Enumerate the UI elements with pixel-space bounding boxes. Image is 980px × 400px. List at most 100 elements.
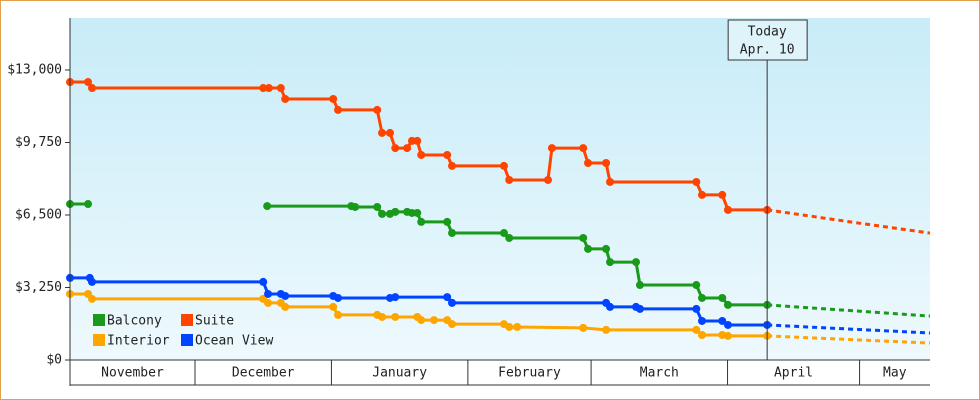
data-point bbox=[606, 258, 615, 267]
data-point bbox=[692, 325, 701, 334]
data-point bbox=[499, 229, 508, 238]
forecast-line bbox=[767, 323, 931, 335]
data-point bbox=[391, 293, 400, 302]
data-point bbox=[547, 144, 556, 153]
today-label: Today bbox=[748, 25, 787, 40]
data-point bbox=[443, 217, 452, 226]
data-point bbox=[259, 277, 268, 286]
data-point bbox=[391, 144, 400, 153]
legend-label: Ocean View bbox=[195, 334, 273, 349]
data-point bbox=[718, 316, 727, 325]
data-point bbox=[351, 202, 360, 211]
data-point bbox=[403, 144, 412, 153]
data-point bbox=[88, 277, 97, 286]
legend-label: Suite bbox=[195, 314, 234, 329]
legend-swatch bbox=[181, 334, 193, 346]
data-point bbox=[448, 320, 457, 329]
y-tick-label: $0 bbox=[46, 353, 62, 368]
x-tick-label: February bbox=[498, 366, 561, 381]
data-point bbox=[635, 304, 644, 313]
data-point bbox=[385, 128, 394, 137]
data-point bbox=[584, 159, 593, 168]
x-tick-label: April bbox=[774, 366, 813, 381]
today-box bbox=[727, 19, 808, 61]
data-point bbox=[88, 294, 97, 303]
x-tick-label: May bbox=[883, 366, 907, 381]
data-point bbox=[723, 331, 732, 340]
data-point bbox=[373, 202, 382, 211]
data-point bbox=[698, 331, 707, 340]
data-point bbox=[692, 281, 701, 290]
data-point bbox=[264, 84, 273, 93]
data-point bbox=[443, 150, 452, 159]
x-tick-label: March bbox=[640, 366, 679, 381]
data-point bbox=[259, 84, 268, 93]
data-point bbox=[606, 177, 615, 186]
plot-area bbox=[70, 18, 930, 360]
data-point bbox=[723, 205, 732, 214]
data-point bbox=[88, 84, 97, 93]
data-point bbox=[584, 244, 593, 253]
data-point bbox=[334, 310, 343, 319]
y-tick-label: $6,500 bbox=[15, 207, 62, 222]
data-point bbox=[692, 304, 701, 313]
data-point bbox=[602, 159, 611, 168]
y-tick-label: $3,250 bbox=[15, 280, 62, 295]
legend-swatch bbox=[93, 314, 105, 326]
data-point bbox=[448, 161, 457, 170]
legend-label: Balcony bbox=[107, 314, 162, 329]
data-point bbox=[448, 298, 457, 307]
today-label: Apr. 10 bbox=[740, 43, 795, 58]
data-point bbox=[263, 202, 272, 211]
data-point bbox=[698, 293, 707, 302]
data-point bbox=[329, 94, 338, 103]
forecast-line bbox=[767, 334, 931, 345]
data-point bbox=[417, 316, 426, 325]
x-tick-label: January bbox=[372, 366, 427, 381]
data-point bbox=[373, 105, 382, 114]
legend-swatch bbox=[181, 314, 193, 326]
data-point bbox=[505, 233, 514, 242]
data-point bbox=[391, 207, 400, 216]
data-point bbox=[505, 175, 514, 184]
data-point bbox=[602, 325, 611, 334]
data-point bbox=[579, 323, 588, 332]
data-point bbox=[723, 320, 732, 329]
data-point bbox=[281, 302, 290, 311]
data-point bbox=[631, 258, 640, 267]
data-point bbox=[276, 84, 285, 93]
data-point bbox=[579, 144, 588, 153]
data-point bbox=[264, 289, 273, 298]
y-tick-label: $13,000 bbox=[7, 62, 62, 77]
data-point bbox=[413, 136, 422, 145]
data-point bbox=[429, 316, 438, 325]
data-point bbox=[635, 281, 644, 290]
legend-label: Interior bbox=[107, 334, 170, 349]
data-point bbox=[417, 217, 426, 226]
data-point bbox=[334, 105, 343, 114]
data-point bbox=[391, 312, 400, 321]
data-point bbox=[417, 150, 426, 159]
data-point bbox=[606, 302, 615, 311]
data-point bbox=[698, 316, 707, 325]
data-point bbox=[505, 322, 514, 331]
data-point bbox=[602, 244, 611, 253]
x-tick-label: December bbox=[232, 366, 295, 381]
data-point bbox=[84, 78, 93, 87]
data-point bbox=[443, 293, 452, 302]
y-tick-label: $9,750 bbox=[15, 135, 62, 150]
data-point bbox=[579, 233, 588, 242]
forecast-line bbox=[766, 208, 931, 235]
legend-swatch bbox=[93, 334, 105, 346]
forecast-line bbox=[767, 303, 931, 318]
data-point bbox=[692, 177, 701, 186]
data-point bbox=[698, 190, 707, 199]
data-point bbox=[334, 293, 343, 302]
data-point bbox=[448, 229, 457, 238]
data-point bbox=[378, 209, 387, 218]
data-point bbox=[84, 200, 93, 209]
data-point bbox=[543, 175, 552, 184]
data-point bbox=[499, 161, 508, 170]
series-line bbox=[70, 276, 768, 327]
data-point bbox=[281, 94, 290, 103]
